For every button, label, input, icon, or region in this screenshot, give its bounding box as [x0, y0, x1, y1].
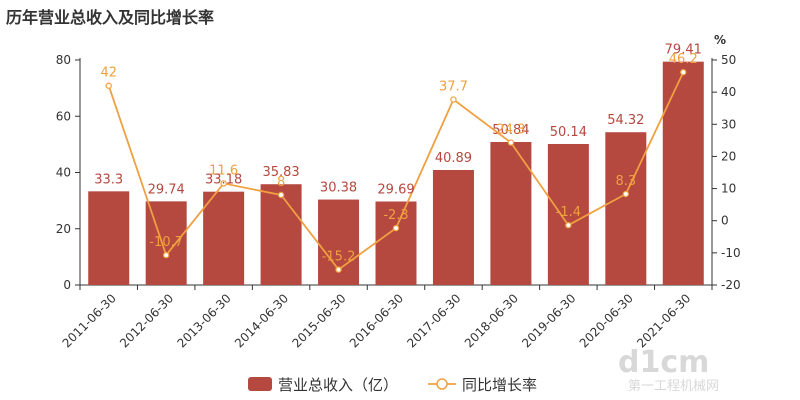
y-right-tick-label: 10	[721, 182, 736, 196]
watermark-logo: d1cm	[618, 345, 709, 380]
revenue-bar	[375, 201, 417, 285]
revenue-bar	[490, 142, 532, 285]
growth-rate-label: -1.4	[556, 205, 581, 220]
chart-title: 历年营业总收入及同比增长率	[6, 8, 215, 27]
y-right-unit: %	[714, 33, 726, 47]
y-left-tick-label: 20	[56, 222, 71, 236]
x-tick-label: 2019-06-30	[519, 291, 578, 350]
growth-rate-point	[105, 82, 112, 89]
x-tick-label: 2013-06-30	[175, 291, 234, 350]
growth-rate-label: 11.6	[209, 163, 238, 178]
legend-growth-marker	[436, 378, 448, 390]
growth-rate-label: -2.3	[383, 208, 408, 223]
x-tick-label: 2020-06-30	[577, 291, 636, 350]
growth-rate-point	[450, 96, 457, 103]
growth-rate-point	[335, 266, 342, 273]
revenue-bar-label: 50.84	[492, 123, 529, 138]
revenue-bar-label: 54.32	[607, 113, 644, 128]
watermark-subtitle: 第一工程机械网	[628, 379, 719, 394]
y-right-tick-label: 40	[721, 85, 736, 99]
growth-rate-point	[392, 224, 400, 232]
growth-rate-label: -10.7	[149, 235, 183, 250]
legend-growth-label: 同比增长率	[462, 376, 537, 394]
legend: 营业总收入（亿） 同比增长率	[248, 376, 537, 394]
x-tick-label: 2012-06-30	[117, 291, 176, 350]
revenue-bar	[260, 184, 302, 285]
growth-rate-point	[565, 222, 572, 229]
revenue-bar	[547, 143, 589, 285]
growth-rate-label: 46.2	[669, 52, 698, 67]
revenue-bar-label: 50.14	[550, 125, 587, 140]
y-right-tick-label: 50	[721, 53, 736, 67]
y-left-tick-label: 80	[56, 53, 71, 67]
y-right-tick-label: -10	[721, 246, 741, 260]
growth-rate-label: 8	[277, 175, 285, 190]
y-left-tick-label: 0	[63, 278, 71, 292]
bars-group	[88, 61, 704, 285]
growth-rate-label: 37.7	[439, 80, 468, 95]
growth-rate-point	[622, 190, 630, 198]
revenue-bar-label: 79.41	[665, 43, 702, 58]
data-labels-group: 33.3 29.74 33.18 35.83 30.38 29.69 40.89 50.84 5…	[94, 43, 702, 265]
growth-rate-label: 8.3	[615, 174, 636, 189]
revenue-bar-label: 35.83	[262, 165, 299, 180]
revenue-bar	[203, 191, 245, 285]
x-tick-label: 2011-06-30	[60, 291, 119, 350]
revenue-bar	[605, 132, 647, 285]
growth-line-group	[105, 69, 687, 273]
revenue-bar	[662, 61, 704, 285]
growth-rate-point	[220, 180, 227, 187]
growth-rate-label: 42	[100, 66, 117, 81]
y-right-tick-label: -20	[721, 278, 741, 292]
x-tick-label: 2016-06-30	[347, 291, 406, 350]
x-tick-label: 2015-06-30	[289, 291, 348, 350]
y-right-tick-label: 0	[721, 214, 729, 228]
x-tick-label: 2014-06-30	[232, 291, 291, 350]
revenue-bar-label: 30.38	[320, 181, 357, 196]
revenue-bar-label: 29.74	[148, 182, 185, 197]
revenue-bar-label: 33.3	[94, 172, 123, 187]
y-right-tick-label: 20	[721, 149, 736, 163]
y-left-tick-label: 40	[56, 166, 71, 180]
revenue-bar-label: 33.18	[205, 173, 242, 188]
growth-rate-point	[277, 191, 285, 199]
growth-rate-label: 24.3	[496, 123, 525, 138]
revenue-bar-label: 29.69	[377, 182, 414, 197]
x-tick-label: 2017-06-30	[404, 291, 463, 350]
growth-rate-point	[162, 251, 170, 259]
y-left-tick-label: 60	[56, 109, 71, 123]
legend-revenue-label: 营业总收入（亿）	[278, 376, 398, 394]
growth-rate-point	[680, 69, 687, 76]
revenue-bar	[432, 169, 474, 285]
x-tick-label: 2018-06-30	[462, 291, 521, 350]
x-tick-label: 2021-06-30	[634, 291, 693, 350]
growth-rate-label: -15.2	[322, 250, 356, 265]
revenue-bar	[88, 191, 130, 285]
revenue-bar-label: 40.89	[435, 151, 472, 166]
y-right-tick-label: 30	[721, 117, 736, 131]
legend-revenue-swatch	[248, 377, 272, 391]
growth-rate-point	[507, 139, 515, 146]
